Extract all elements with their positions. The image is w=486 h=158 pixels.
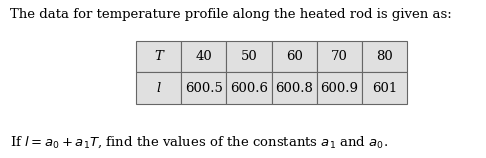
Text: If $l = a_0 + a_1T$, find the values of the constants $a_1$ and $a_0$.: If $l = a_0 + a_1T$, find the values of … xyxy=(10,135,388,150)
Text: The data for temperature profile along the heated rod is given as:: The data for temperature profile along t… xyxy=(10,8,451,21)
